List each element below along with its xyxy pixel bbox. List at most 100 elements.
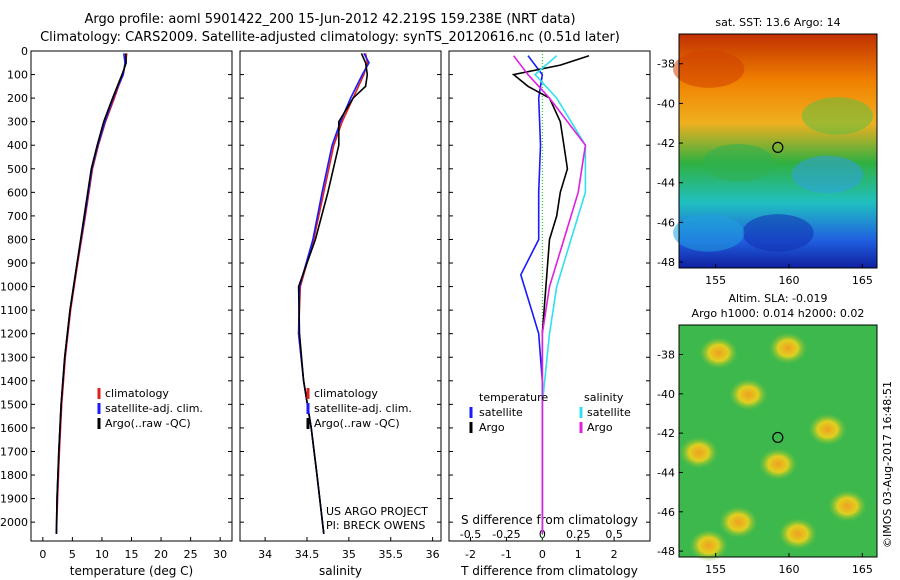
sla-eddy xyxy=(698,336,739,370)
map-frame xyxy=(678,33,878,269)
x2-tick-label: 0.5 xyxy=(605,528,623,541)
title-line-2: Climatology: CARS2009. Satellite-adjuste… xyxy=(40,30,620,45)
argo-location-marker xyxy=(772,431,784,444)
y-tick-label: 500 xyxy=(7,163,28,176)
sla-eddy xyxy=(827,489,868,523)
sla-eddy xyxy=(807,413,848,446)
map-x-tick-label: 155 xyxy=(705,563,726,576)
sla-eddy xyxy=(758,447,798,481)
series-line-difference-3 xyxy=(512,55,587,534)
annotation-text: PI: BRECK OWENS xyxy=(326,519,425,532)
series-line-temperature-2 xyxy=(55,53,128,534)
x-tick-label: 5 xyxy=(69,548,76,561)
map-y-tick-label: -42 xyxy=(657,427,675,440)
x-tick-label: -1 xyxy=(501,548,512,561)
map-frame xyxy=(678,324,878,558)
x-tick-label: -2 xyxy=(465,548,476,561)
map-x-tick-label: 160 xyxy=(779,563,800,576)
x-tick-label: 20 xyxy=(154,548,168,561)
x-tick-label: 30 xyxy=(213,548,227,561)
y-tick-label: 300 xyxy=(7,116,28,129)
x-tick-label: 10 xyxy=(95,548,109,561)
sst-patch xyxy=(742,214,814,252)
y-tick-label: 0 xyxy=(21,45,28,58)
x2-axis-label: S difference from climatology xyxy=(461,513,638,527)
y-tick-label: 1100 xyxy=(0,304,28,317)
sst-patch xyxy=(791,155,864,194)
panel-frame-salinity xyxy=(239,50,442,542)
y-tick-label: 600 xyxy=(7,186,28,199)
x-tick-label: 25 xyxy=(184,548,198,561)
legend-label: satellite-adj. clim. xyxy=(314,402,412,415)
x-tick-label: 0 xyxy=(39,548,46,561)
series-line-difference-1 xyxy=(511,54,590,534)
argo-location-marker xyxy=(772,141,784,154)
y-tick-label: 200 xyxy=(7,92,28,105)
sla-map-title: Altim. SLA: -0.019 xyxy=(728,292,827,305)
legend-title-temperature: temperature xyxy=(479,391,548,404)
legend-label: climatology xyxy=(314,387,378,400)
sst-patch xyxy=(673,214,745,252)
y-tick-label: 1800 xyxy=(0,469,28,482)
x-tick-label: 35 xyxy=(342,548,356,561)
y-tick-label: 1000 xyxy=(0,281,28,294)
map-y-tick-label: -38 xyxy=(657,348,675,361)
sst-patch xyxy=(702,143,775,182)
map-y-tick-label: -40 xyxy=(657,388,675,401)
map-y-tick-label: -44 xyxy=(657,466,675,479)
legend-title-salinity: salinity xyxy=(584,391,624,404)
sla-eddy xyxy=(728,378,769,411)
legend-label: climatology xyxy=(105,387,169,400)
y-tick-label: 1300 xyxy=(0,351,28,364)
x-tick-label: 15 xyxy=(125,548,139,561)
map-y-tick-label: -48 xyxy=(657,545,675,558)
x-tick-label: 35.5 xyxy=(379,548,404,561)
y-tick-label: 1400 xyxy=(0,375,28,388)
map-y-tick-label: -48 xyxy=(657,256,675,269)
sla-eddy xyxy=(688,529,729,562)
x-tick-label: 34 xyxy=(258,548,272,561)
map-y-tick-label: -38 xyxy=(657,58,675,71)
map-y-tick-label: -46 xyxy=(657,506,675,519)
sla-eddy xyxy=(768,331,808,365)
map-x-tick-label: 165 xyxy=(852,274,873,287)
sst-patch xyxy=(801,97,874,135)
panel-frame-temperature xyxy=(30,50,233,542)
y-tick-label: 100 xyxy=(7,69,28,82)
map-y-tick-label: -46 xyxy=(657,216,675,229)
y-tick-label: 1600 xyxy=(0,422,28,435)
sla-map-subtitle: Argo h1000: 0.014 h2000: 0.02 xyxy=(692,307,865,320)
x2-tick-label: -0.5 xyxy=(460,528,481,541)
map-x-tick-label: 165 xyxy=(852,563,873,576)
y-tick-label: 900 xyxy=(7,257,28,270)
sla-eddy xyxy=(679,436,719,469)
series-line-difference-2 xyxy=(533,55,587,534)
map-y-tick-label: -40 xyxy=(657,97,675,110)
y-tick-label: 400 xyxy=(7,139,28,152)
x2-tick-label: 0.25 xyxy=(566,528,591,541)
y-tick-label: 1900 xyxy=(0,493,28,506)
x-axis-label: salinity xyxy=(319,564,362,578)
imos-timestamp: ©IMOS 03-Aug-2017 16:48:51 xyxy=(881,381,894,548)
y-tick-label: 2000 xyxy=(0,516,28,529)
annotation-text: US ARGO PROJECT xyxy=(326,505,428,518)
map-x-tick-label: 160 xyxy=(779,274,800,287)
legend-label: satellite xyxy=(479,406,523,419)
sst-patch xyxy=(673,50,745,88)
legend-label: Argo(..raw -QC) xyxy=(314,417,400,430)
y-tick-label: 1500 xyxy=(0,398,28,411)
legend-label: satellite-adj. clim. xyxy=(105,402,203,415)
legend-label: Argo(..raw -QC) xyxy=(105,417,191,430)
x2-tick-label: -0.25 xyxy=(492,528,520,541)
map-y-tick-label: -44 xyxy=(657,177,675,190)
x-tick-label: 0 xyxy=(539,548,546,561)
legend-label: Argo xyxy=(587,421,613,434)
sla-eddy xyxy=(718,505,759,539)
y-tick-label: 800 xyxy=(7,233,28,246)
map-sst: -38 -40 -42 -44 -46 -48 155 160 165 xyxy=(657,33,878,287)
x-tick-label: 36 xyxy=(426,548,440,561)
y-tick-label: 700 xyxy=(7,210,28,223)
y-tick-label: 1200 xyxy=(0,328,28,341)
map-sla: -38 -40 -42 -44 -46 -48 155 160 165 xyxy=(657,324,878,576)
